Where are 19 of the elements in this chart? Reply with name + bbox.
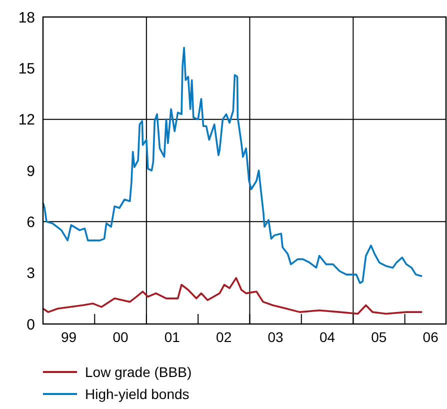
x-tick-label: 03 bbox=[268, 329, 284, 345]
y-tick-label: 9 bbox=[26, 162, 35, 180]
x-tick-label: 01 bbox=[164, 329, 180, 345]
y-tick-label: 15 bbox=[18, 60, 35, 78]
x-tick-label: 00 bbox=[112, 329, 129, 345]
y-tick-label: 6 bbox=[26, 214, 35, 231]
legend-label: High-yield bonds bbox=[85, 386, 190, 402]
line-series bbox=[42, 277, 423, 315]
y-tick-label: 0 bbox=[26, 316, 35, 334]
x-tick-label: 02 bbox=[216, 329, 232, 345]
legend-label: Low grade (BBB) bbox=[85, 364, 192, 380]
x-tick-label: 04 bbox=[319, 329, 336, 345]
x-tick-label: 99 bbox=[60, 329, 77, 345]
y-tick-label: 18 bbox=[18, 9, 35, 26]
x-tick-label: 05 bbox=[371, 329, 387, 345]
x-tick-label: 06 bbox=[422, 329, 439, 345]
y-tick-label: 12 bbox=[18, 112, 35, 129]
line-series bbox=[42, 46, 423, 284]
y-tick-label: 3 bbox=[26, 265, 35, 282]
